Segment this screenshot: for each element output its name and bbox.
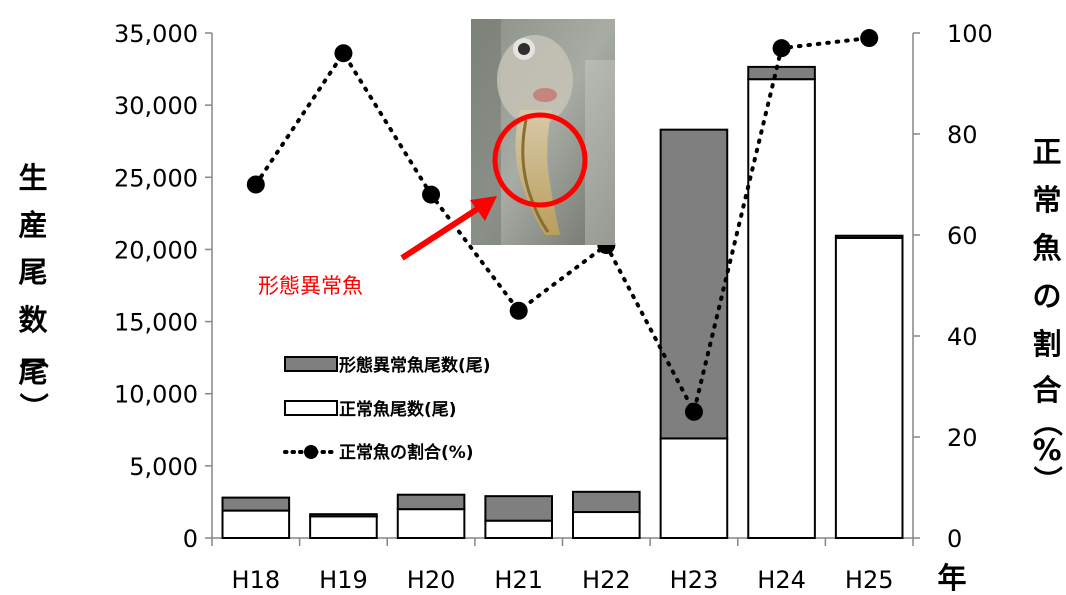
left-tick-label: 20,000 [114,236,198,264]
fish-photo [471,19,615,245]
left-tick-label: 25,000 [114,164,198,192]
bar-abnormal [747,65,816,81]
legend-swatch-normal [284,400,338,416]
left-tick-label: 15,000 [114,309,198,337]
left-axis-title-char: 生 [18,161,47,195]
ratio-point [772,39,791,58]
left-tick-label: 30,000 [114,92,198,120]
annotation-arrow-head [470,196,497,221]
left-axis-title-char: 数 [18,303,48,337]
ratio-point [334,44,353,63]
ratio-line-path [253,36,872,418]
right-tick-label: 20 [947,424,978,452]
right-ticks: 0 20 40 60 80 100 [913,20,993,553]
bar-abnormal [659,128,729,440]
bar-normal [747,78,816,540]
x-tick-label: H21 [494,566,543,594]
annotation-arrow-shaft [400,203,484,261]
ratio-point [860,29,879,48]
right-axis-title-char: 魚 [1032,231,1061,265]
bar-normal [484,519,553,540]
left-axis-title-char: （ [16,339,50,368]
bars [221,65,904,540]
right-axis-title-char: % [1032,433,1061,467]
left-tick-label: 10,000 [114,381,198,409]
legend-swatch-abnormal [284,356,338,372]
ratio-line [246,29,879,421]
left-axis-title-char: 尾 [18,255,47,289]
left-ticks: 0 5,000 10,000 15,000 20,000 25,000 30,000 35,0… [114,20,212,553]
legend-swatch-ratio-marker [304,445,318,459]
right-axis-title-char: 合 [1032,373,1061,407]
ratio-point [684,402,703,421]
bar-normal [309,515,378,539]
legend-item-abnormal: 形態異常魚尾数(尾) [284,355,491,376]
right-axis-title-char: ） [1030,465,1064,494]
bar-normal [396,508,466,539]
right-tick-label: 80 [947,121,978,149]
x-tick-label: H23 [670,566,719,594]
ratio-point [246,175,265,194]
bar-abnormal [572,490,641,514]
annotation-label: 形態異常魚 [258,274,363,298]
bar-abnormal [834,234,904,239]
right-axis-title-char: （ [1030,407,1064,436]
left-tick-label: 5,000 [129,453,198,481]
right-axis-title-char: 割 [1032,327,1061,361]
right-axis-title: 正常魚の割合（%） [1030,135,1064,495]
x-tick-label: H19 [319,566,368,594]
bar-abnormal [484,495,553,522]
bar-normal [659,437,729,540]
legend-item-normal: 正常魚尾数(尾) [284,399,457,420]
bar-normal [572,511,641,539]
x-ticks: H18 H19 H20 H21 H22 H23 H24 H25 [211,538,914,594]
x-tick-label: H25 [845,566,894,594]
legend-label-abnormal: 形態異常魚尾数(尾) [339,355,491,376]
left-tick-label: 35,000 [114,20,198,48]
right-axis-title-char: 正 [1032,135,1061,169]
highlight-circle [492,112,588,208]
right-axis-title-char: 常 [1032,183,1061,217]
x-tick-label: H18 [232,566,281,594]
legend-item-ratio: 正常魚の割合(%) [283,442,474,463]
left-axis-title-char: ） [16,392,50,421]
x-tick-label: H22 [582,566,631,594]
bar-abnormal [309,513,378,518]
ratio-point [509,301,528,320]
x-tick-label: H24 [757,566,806,594]
left-tick-label: 0 [183,525,198,553]
bar-abnormal [221,496,291,512]
x-axis-title: 年 [937,561,966,595]
legend-label-ratio: 正常魚の割合(%) [339,442,474,463]
right-axis-title-char: の [1032,279,1061,313]
bar-normal [834,236,904,539]
left-axis-title-char: 尾 [18,355,47,389]
bar-normal [221,509,291,540]
bar-abnormal [396,493,466,511]
right-tick-label: 100 [947,20,993,48]
x-tick-label: H20 [407,566,456,594]
right-tick-label: 0 [947,525,962,553]
left-axis-title-char: 産 [18,208,47,242]
legend: 形態異常魚尾数(尾) 正常魚尾数(尾) 正常魚の割合(%) [283,355,491,463]
right-tick-label: 40 [947,323,978,351]
legend-label-normal: 正常魚尾数(尾) [339,399,457,420]
ratio-point [422,185,441,204]
right-tick-label: 60 [947,222,978,250]
